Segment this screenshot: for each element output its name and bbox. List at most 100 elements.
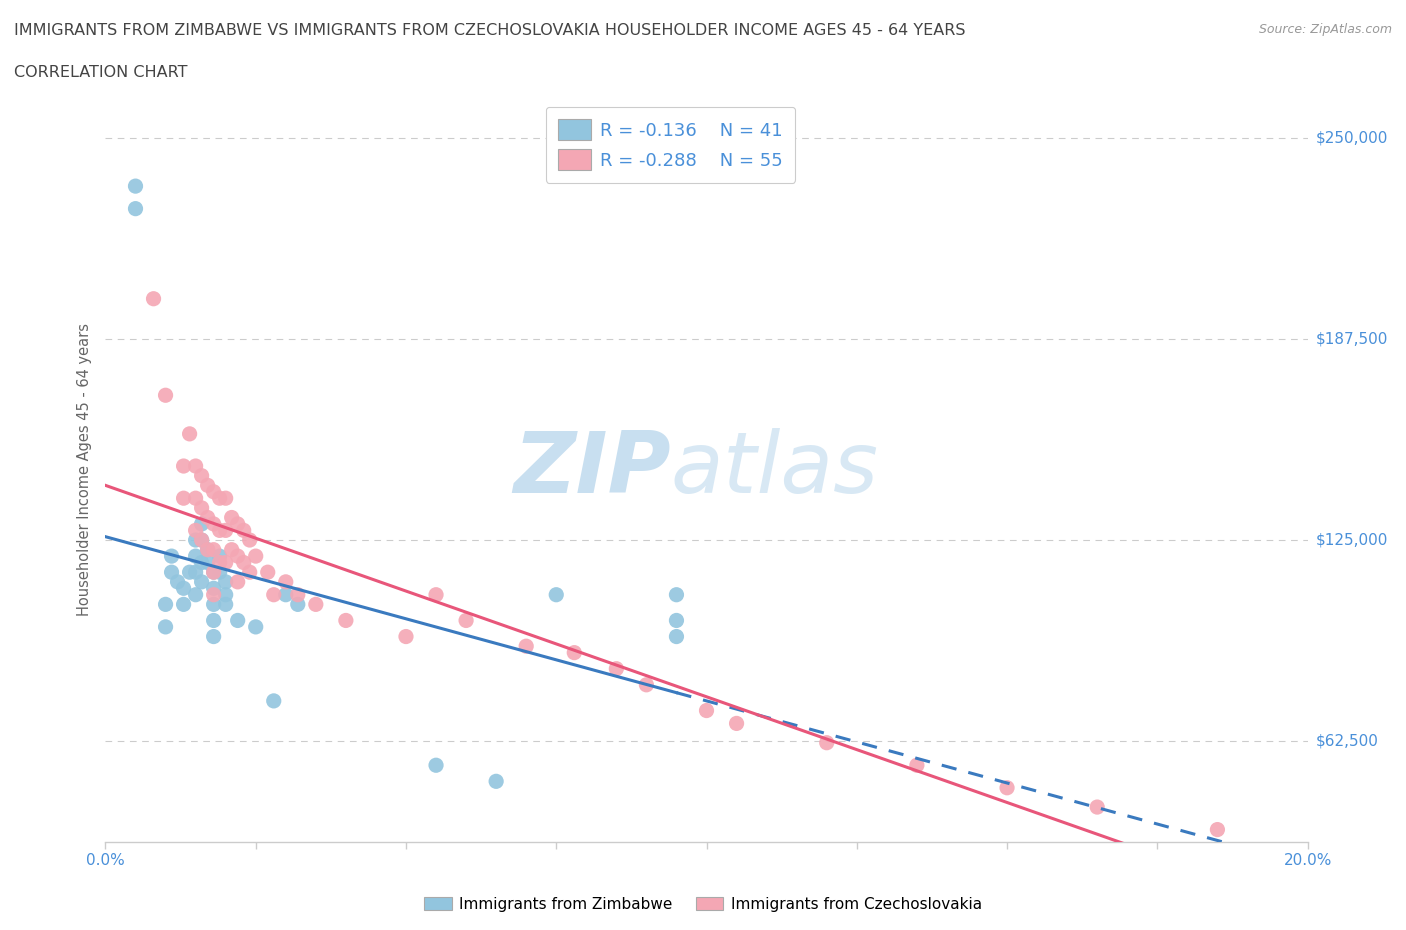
Point xyxy=(221,510,243,525)
Point xyxy=(1085,800,1108,815)
Point xyxy=(184,565,207,579)
Point xyxy=(202,613,225,628)
Point xyxy=(239,533,262,548)
Point xyxy=(245,619,267,634)
Point xyxy=(995,780,1018,795)
Point xyxy=(202,542,225,557)
Point xyxy=(208,523,231,538)
Point xyxy=(184,533,207,548)
Point xyxy=(190,575,212,590)
Text: atlas: atlas xyxy=(671,428,879,512)
Point xyxy=(184,587,207,602)
Point xyxy=(184,491,207,506)
Point xyxy=(214,575,236,590)
Point xyxy=(173,491,195,506)
Point xyxy=(124,179,146,193)
Point xyxy=(202,565,225,579)
Point xyxy=(160,549,183,564)
Point xyxy=(335,613,357,628)
Point xyxy=(208,565,231,579)
Point xyxy=(425,587,447,602)
Point xyxy=(221,542,243,557)
Point xyxy=(226,549,249,564)
Point xyxy=(636,677,658,692)
Point xyxy=(190,468,212,483)
Point xyxy=(190,555,212,570)
Text: $125,000: $125,000 xyxy=(1316,533,1388,548)
Text: $62,500: $62,500 xyxy=(1316,734,1379,749)
Point xyxy=(155,388,177,403)
Point xyxy=(214,587,236,602)
Point xyxy=(665,613,688,628)
Point xyxy=(184,458,207,473)
Point xyxy=(395,629,418,644)
Point xyxy=(287,597,309,612)
Point xyxy=(214,597,236,612)
Point xyxy=(202,485,225,499)
Point xyxy=(155,619,177,634)
Point xyxy=(214,523,236,538)
Point xyxy=(179,565,201,579)
Text: Source: ZipAtlas.com: Source: ZipAtlas.com xyxy=(1258,23,1392,36)
Point xyxy=(454,613,477,628)
Point xyxy=(226,516,249,531)
Point xyxy=(155,597,177,612)
Point xyxy=(190,533,212,548)
Point xyxy=(197,478,219,493)
Point xyxy=(725,716,748,731)
Point xyxy=(184,523,207,538)
Text: $250,000: $250,000 xyxy=(1316,130,1388,145)
Point xyxy=(214,491,236,506)
Text: CORRELATION CHART: CORRELATION CHART xyxy=(14,65,187,80)
Point xyxy=(142,291,165,306)
Point xyxy=(905,758,928,773)
Point xyxy=(173,458,195,473)
Point xyxy=(208,491,231,506)
Text: IMMIGRANTS FROM ZIMBABWE VS IMMIGRANTS FROM CZECHOSLOVAKIA HOUSEHOLDER INCOME AG: IMMIGRANTS FROM ZIMBABWE VS IMMIGRANTS F… xyxy=(14,23,966,38)
Point xyxy=(515,639,537,654)
Point xyxy=(256,565,278,579)
Point xyxy=(562,645,585,660)
Point xyxy=(546,587,568,602)
Point xyxy=(425,758,447,773)
Point xyxy=(815,736,838,751)
Point xyxy=(202,581,225,596)
Point xyxy=(485,774,508,789)
Text: $187,500: $187,500 xyxy=(1316,331,1388,347)
Point xyxy=(226,613,249,628)
Legend: Immigrants from Zimbabwe, Immigrants from Czechoslovakia: Immigrants from Zimbabwe, Immigrants fro… xyxy=(418,890,988,918)
Point xyxy=(263,587,285,602)
Point xyxy=(197,555,219,570)
Point xyxy=(179,427,201,442)
Point xyxy=(696,703,718,718)
Point xyxy=(274,575,297,590)
Point xyxy=(190,516,212,531)
Point xyxy=(190,533,212,548)
Point xyxy=(202,565,225,579)
Point xyxy=(226,575,249,590)
Point xyxy=(202,587,225,602)
Point xyxy=(197,542,219,557)
Point xyxy=(190,500,212,515)
Point xyxy=(665,629,688,644)
Point xyxy=(214,555,236,570)
Point xyxy=(208,555,231,570)
Point xyxy=(263,694,285,709)
Point xyxy=(202,629,225,644)
Point xyxy=(274,587,297,602)
Point xyxy=(184,549,207,564)
Point xyxy=(173,597,195,612)
Point xyxy=(208,549,231,564)
Point xyxy=(166,575,188,590)
Point xyxy=(232,555,254,570)
Point xyxy=(245,549,267,564)
Text: ZIP: ZIP xyxy=(513,428,671,512)
Point xyxy=(305,597,328,612)
Point xyxy=(197,510,219,525)
Point xyxy=(232,523,254,538)
Point xyxy=(202,597,225,612)
Point xyxy=(239,565,262,579)
Point xyxy=(197,542,219,557)
Point xyxy=(173,581,195,596)
Point xyxy=(124,201,146,216)
